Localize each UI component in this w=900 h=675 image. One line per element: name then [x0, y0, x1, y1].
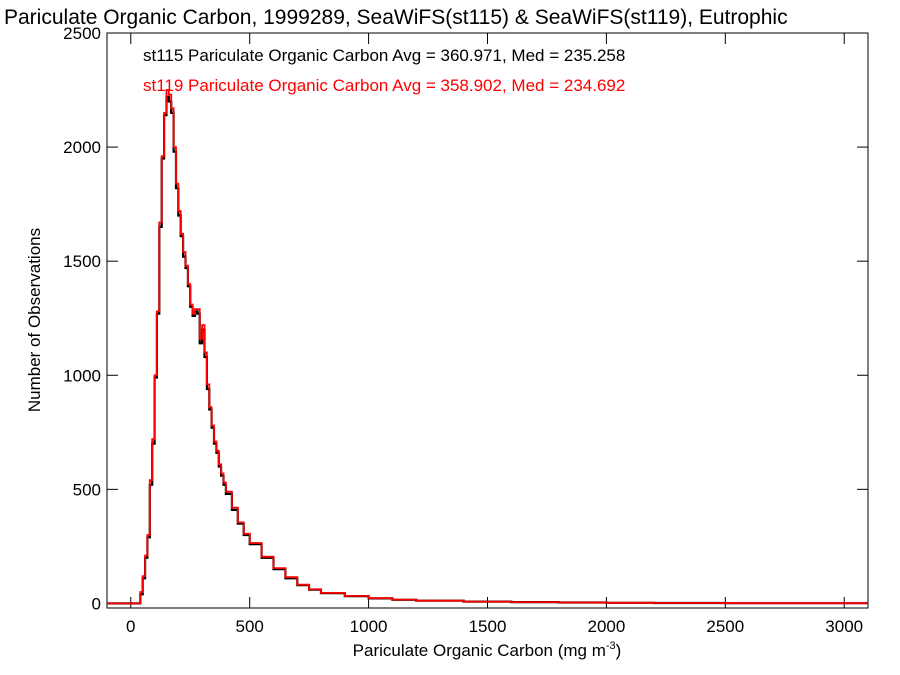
series-layer [107, 89, 868, 605]
y-tick-label: 0 [92, 594, 101, 613]
x-tick-label: 0 [126, 617, 135, 636]
x-tick-label: 3000 [825, 617, 863, 636]
x-axis-title: Pariculate Organic Carbon (mg m-3) [353, 640, 622, 660]
y-tick-label: 500 [73, 480, 101, 499]
y-tick-label: 1500 [63, 252, 101, 271]
plot-frame [106, 32, 869, 609]
y-axis-ticks: 0 500 1000 1500 2000 2500 [63, 24, 868, 613]
plot-area: 0 500 1000 1500 2000 2500 3000 0 500 1000 1500 200… [63, 24, 869, 636]
x-tick-label: 2500 [706, 617, 744, 636]
y-axis-title: Number of Observations [25, 228, 44, 412]
x-tick-label: 1500 [469, 617, 507, 636]
x-axis-title-main: Pariculate Organic Carbon (mg m [353, 641, 606, 660]
x-tick-label: 1000 [350, 617, 388, 636]
legend-entry-st119: st119 Pariculate Organic Carbon Avg = 35… [143, 76, 625, 95]
y-tick-label: 1000 [63, 366, 101, 385]
legend: st115 Pariculate Organic Carbon Avg = 36… [143, 46, 625, 95]
y-tick-label: 2000 [63, 138, 101, 157]
legend-entry-st115: st115 Pariculate Organic Carbon Avg = 36… [143, 46, 625, 65]
x-axis-ticks: 0 500 1000 1500 2000 2500 3000 [126, 33, 863, 636]
series-line-st119 [107, 89, 868, 605]
x-tick-label: 500 [236, 617, 264, 636]
x-axis-title-superscript: -3 [606, 640, 616, 652]
series-line-st115 [107, 95, 868, 605]
chart-title: Pariculate Organic Carbon, 1999289, SeaW… [4, 6, 788, 29]
x-tick-label: 2000 [587, 617, 625, 636]
y-tick-label: 2500 [63, 24, 101, 43]
x-axis-title-close: ) [616, 641, 622, 660]
